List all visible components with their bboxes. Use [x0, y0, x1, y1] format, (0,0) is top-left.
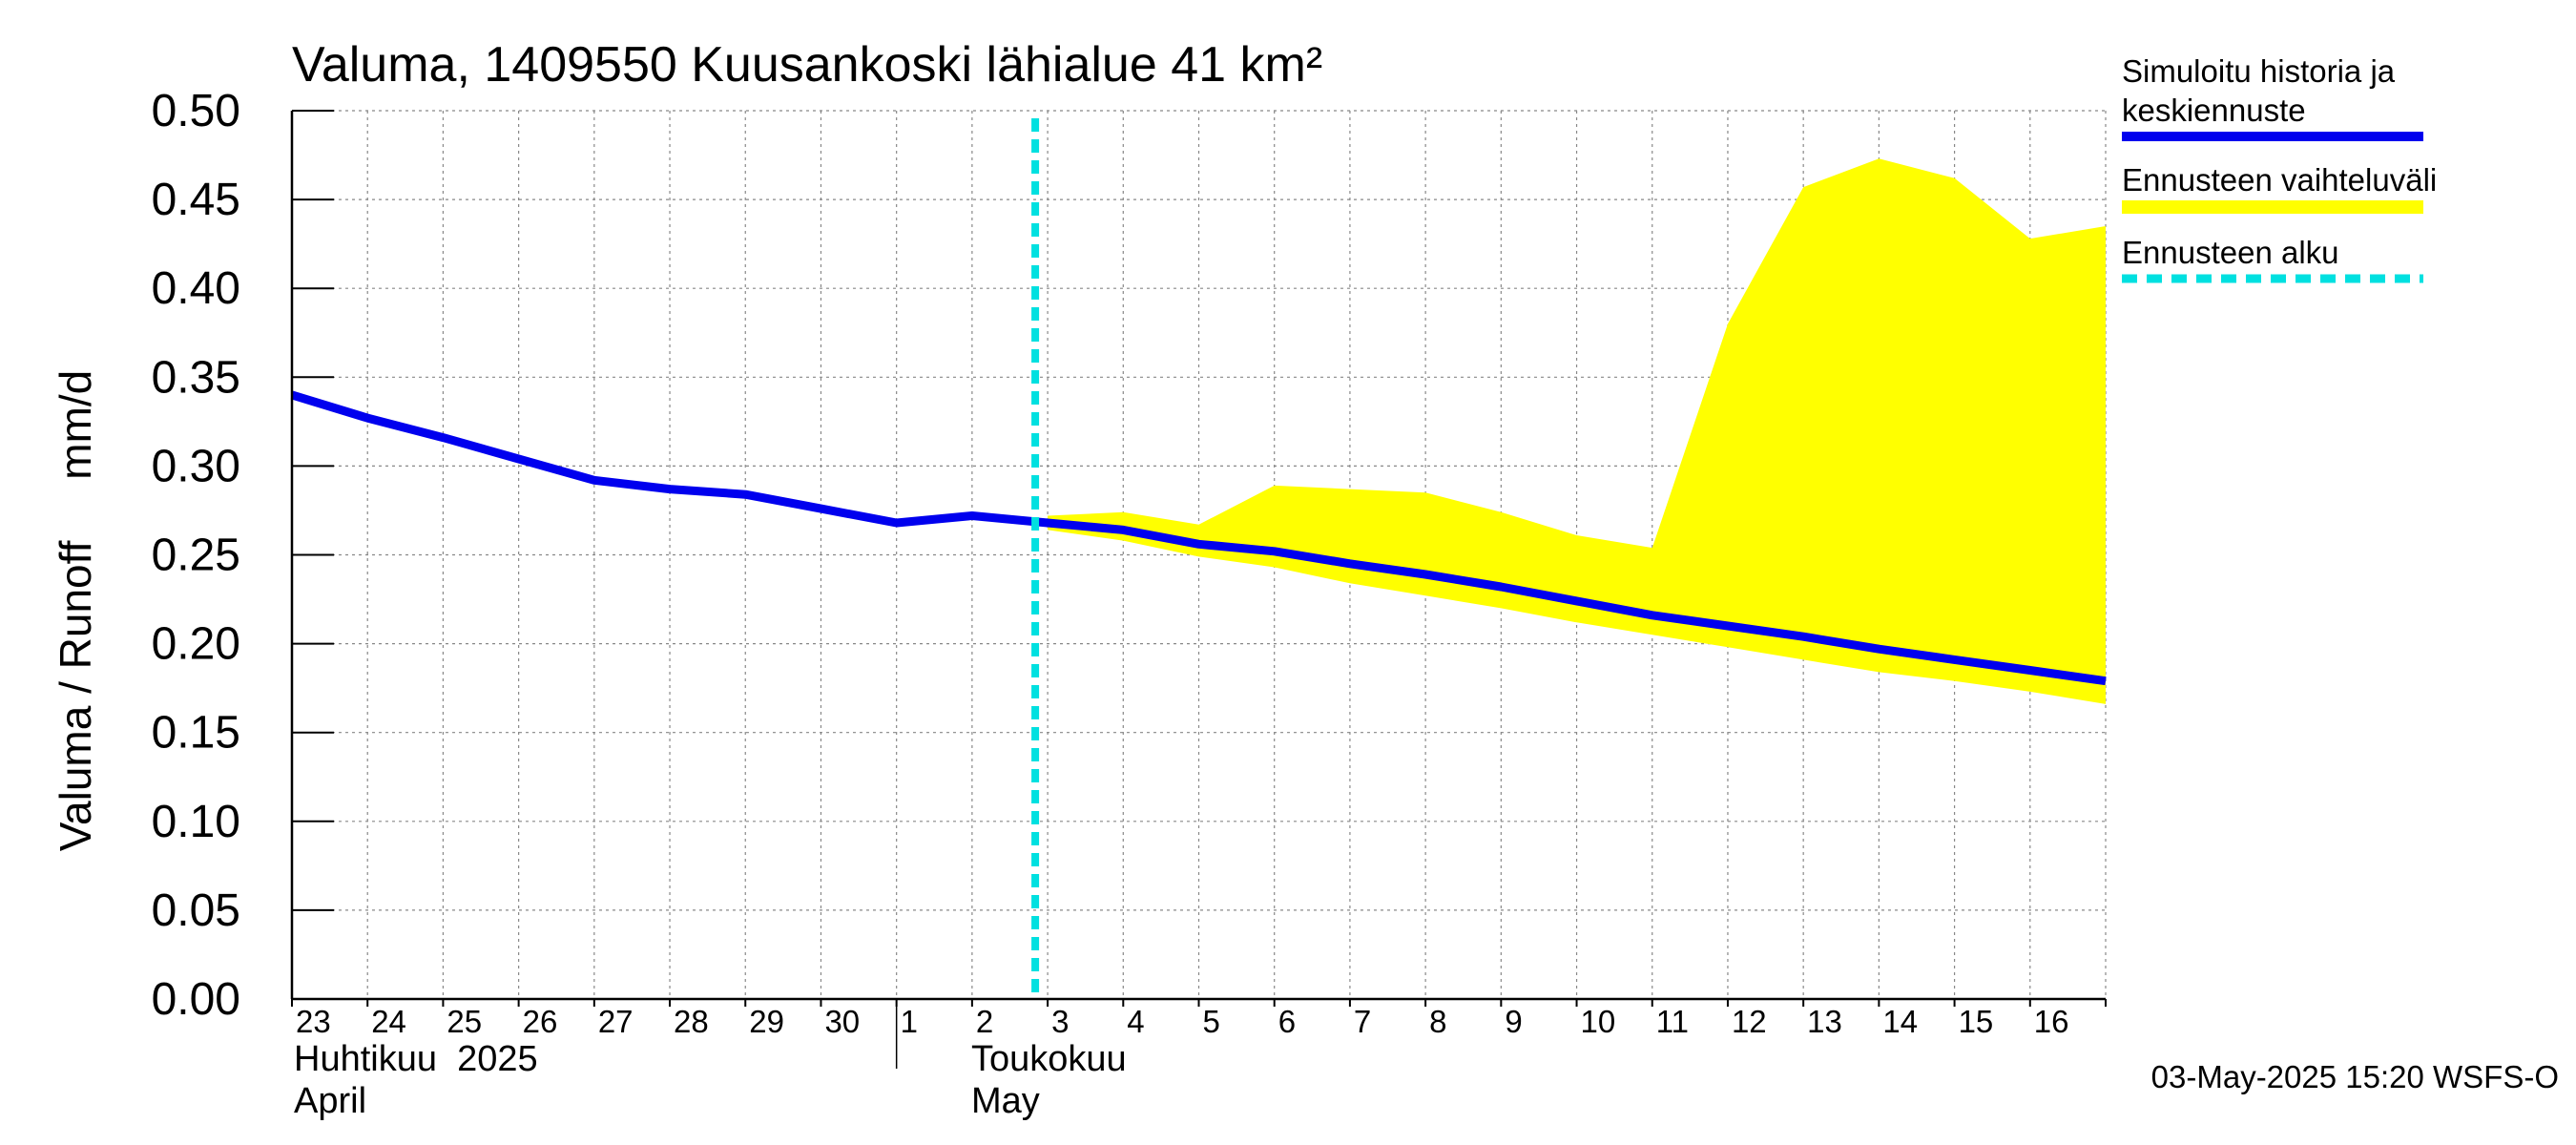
y-tick-label: 0.40: [152, 263, 240, 314]
x-tick-label: 2: [976, 1004, 993, 1039]
y-tick-labels: 0.00 0.05 0.10 0.15 0.20 0.25 0.30 0.35 0.40 0.45…: [152, 86, 240, 1025]
month-label-may-line2: May: [971, 1081, 1040, 1121]
y-axis-label: Valuma / Runoff mm/d: [51, 370, 100, 852]
y-tick-label: 0.15: [152, 708, 240, 759]
y-tick-label: 0.00: [152, 974, 240, 1025]
x-tick-label: 9: [1505, 1004, 1522, 1039]
x-tick-label: 23: [296, 1004, 331, 1039]
legend-label-forecast-start: Ennusteen alku: [2122, 235, 2339, 270]
y-tick-label: 0.30: [152, 441, 240, 491]
legend-label-series-line1: Simuloitu historia ja: [2122, 53, 2396, 89]
legend-label-series-line2: keskiennuste: [2122, 93, 2306, 128]
x-tick-label: 3: [1051, 1004, 1069, 1039]
month-label-april-line2: April: [294, 1081, 366, 1121]
chart-title: Valuma, 1409550 Kuusankoski lähialue 41 …: [292, 37, 1322, 93]
x-tick-label: 14: [1882, 1004, 1918, 1039]
x-tick-label: 15: [1959, 1004, 1994, 1039]
forecast-range-band: [1048, 158, 2106, 704]
x-tick-label: 27: [598, 1004, 634, 1039]
x-tick-label: 13: [1807, 1004, 1842, 1039]
x-tick-label: 25: [447, 1004, 482, 1039]
y-tick-label: 0.50: [152, 86, 240, 136]
x-tick-label: 4: [1127, 1004, 1144, 1039]
x-tick-label: 8: [1429, 1004, 1446, 1039]
legend-label-band: Ennusteen vaihteluväli: [2122, 162, 2437, 198]
x-tick-label: 10: [1581, 1004, 1616, 1039]
x-tick-label: 28: [674, 1004, 709, 1039]
x-tick-label: 24: [371, 1004, 406, 1039]
y-tick-label: 0.35: [152, 352, 240, 403]
x-tick-label: 5: [1203, 1004, 1220, 1039]
x-tick-label: 30: [824, 1004, 860, 1039]
x-tick-labels: 23 24 25 26 27 28 29 30 1 2 3 4 5 6 7 8 9 10 11 12 13 14 15 16: [296, 1004, 2069, 1039]
month-label-april-line1: Huhtikuu 2025: [294, 1039, 538, 1079]
x-tick-label: 29: [749, 1004, 784, 1039]
y-tick-label: 0.45: [152, 175, 240, 225]
x-tick-label: 12: [1732, 1004, 1767, 1039]
footer-timestamp: 03-May-2025 15:20 WSFS-O: [2151, 1059, 2559, 1094]
x-tick-label: 11: [1656, 1004, 1689, 1039]
y-tick-label: 0.20: [152, 619, 240, 670]
x-tick-label: 16: [2034, 1004, 2069, 1039]
month-label-may-line1: Toukokuu: [971, 1039, 1127, 1079]
axes: [290, 110, 2107, 1069]
y-tick-label: 0.25: [152, 531, 240, 581]
x-tick-label: 1: [901, 1004, 918, 1039]
x-tick-label: 7: [1354, 1004, 1371, 1039]
y-tick-label: 0.10: [152, 797, 240, 847]
forecast-range-band-layer: [1048, 158, 2106, 704]
series-line-layer: [290, 390, 2107, 686]
series-line-simulated: [290, 390, 2107, 686]
x-tick-label: 26: [523, 1004, 558, 1039]
x-tick-label: 6: [1278, 1004, 1296, 1039]
legend: Simuloitu historia ja keskiennuste Ennus…: [2122, 53, 2437, 283]
y-tick-label: 0.05: [152, 885, 240, 936]
